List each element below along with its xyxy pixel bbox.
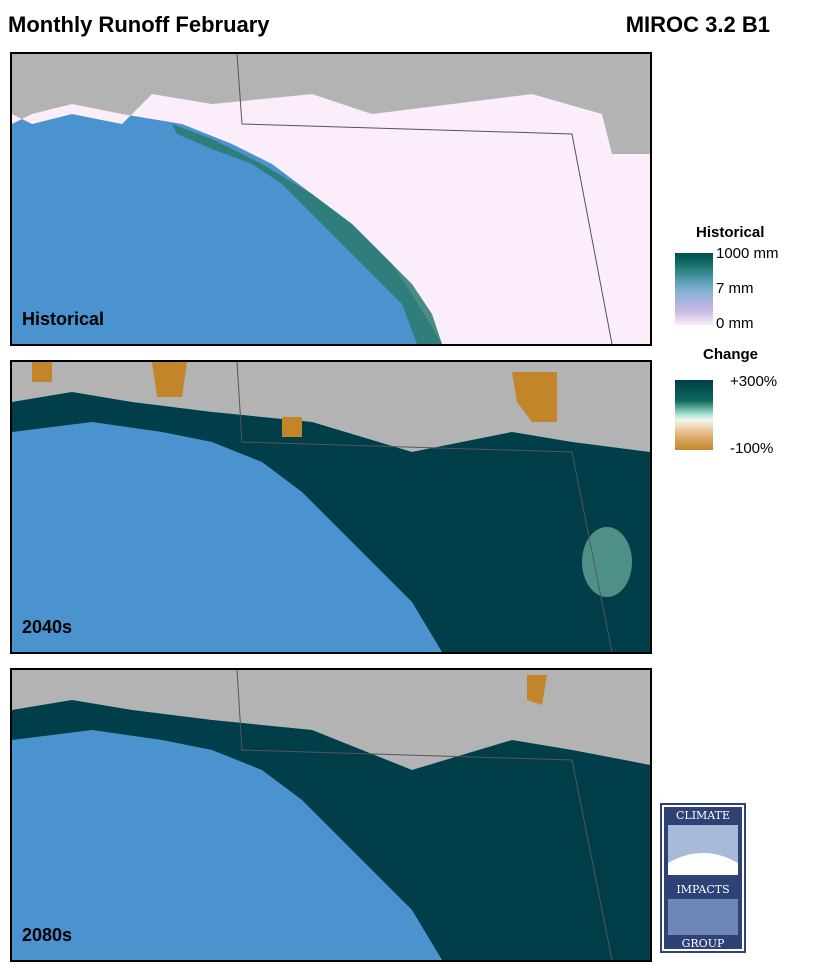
historical-map [12, 54, 650, 344]
legend-change-max: +300% [730, 373, 778, 390]
svg-text:IMPACTS: IMPACTS [676, 883, 729, 896]
legend-historical-min: 0 mm [716, 315, 754, 332]
2080s-map-panel: 2080s [10, 668, 652, 962]
svg-text:CLIMATE: CLIMATE [676, 809, 730, 822]
historical-map-panel: Historical [10, 52, 652, 346]
historical-colorbar [675, 253, 713, 325]
panel-label-2040s: 2040s [22, 617, 73, 637]
legend-historical-title: Historical [696, 224, 765, 241]
legend-change-title: Change [703, 346, 759, 363]
model-scenario-label: MIROC 3.2 B1 [625, 12, 770, 37]
climate-impacts-group-logo: CLIMATE IMPACTS GROUP [660, 803, 746, 953]
2040s-map-panel: 2040s [10, 360, 652, 654]
legend-historical-mid: 7 mm [716, 280, 754, 297]
panel-label-historical: Historical [22, 309, 105, 329]
2040s-map [12, 362, 650, 652]
map-title: Monthly Runoff February [8, 12, 270, 37]
2080s-map [12, 670, 650, 960]
svg-text:GROUP: GROUP [682, 937, 725, 950]
legend-change-min: -100% [730, 440, 774, 457]
panel-label-2080s: 2080s [22, 925, 73, 945]
legend-historical-max: 1000 mm [716, 245, 779, 262]
change-colorbar [675, 380, 713, 450]
